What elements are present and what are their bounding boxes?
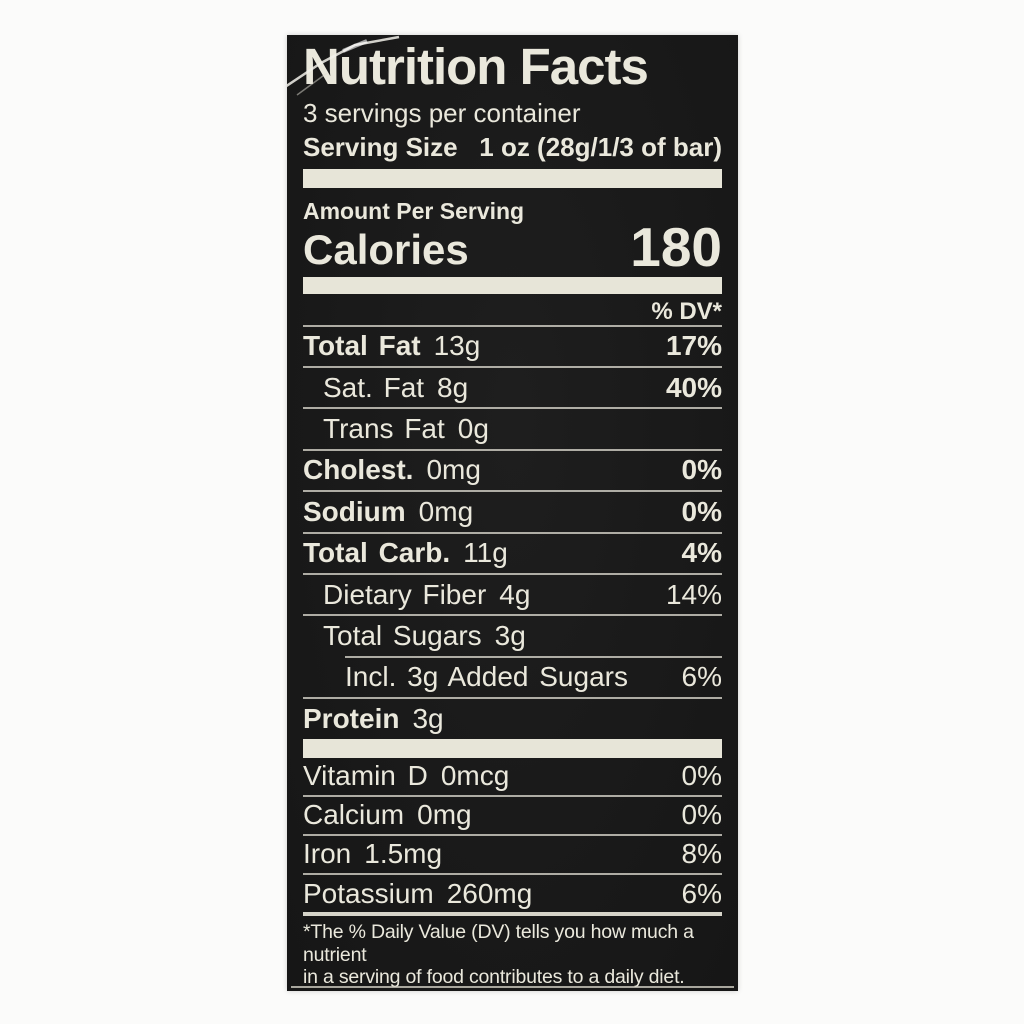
nutrient-amount: 0mg [418, 495, 474, 527]
nutrient-daily-value: 0% [681, 454, 722, 486]
divider [303, 794, 722, 797]
divider [303, 490, 722, 493]
nutrient-name: Incl. 3g Added Sugars [345, 661, 628, 693]
nutrient-daily-value: 17% [665, 330, 722, 362]
nutrient-daily-value: 40% [665, 371, 722, 403]
row-total-sugars: Total Sugars 3g [303, 616, 722, 655]
daily-value-footnote: *The % Daily Value (DV) tells you how mu… [303, 921, 722, 991]
nutrient-name: Dietary Fiber [323, 578, 487, 610]
serving-size-value: 1 oz (28g/1/3 of bar) [479, 131, 722, 162]
divider [303, 531, 722, 534]
footnote-line: in a serving of food contributes to a da… [303, 966, 685, 991]
row-trans-fat: Trans Fat 0g [303, 409, 722, 448]
vitamin-daily-value: 8% [681, 838, 722, 870]
separator-bar-vitamins [303, 738, 722, 758]
nutrient-name: Trans Fat [323, 413, 445, 445]
vitamin-name: Calcium [303, 799, 405, 831]
divider [303, 614, 722, 617]
row-iron: Iron 1.5mg 8% [303, 836, 722, 873]
nutrient-amount: 3g [412, 702, 444, 734]
divider [303, 324, 722, 327]
divider [303, 697, 722, 700]
vitamin-daily-value: 6% [681, 877, 722, 909]
calories-value: 180 [630, 215, 722, 278]
nutrition-facts-label: Nutrition Facts 3 servings per container… [287, 35, 738, 991]
divider [303, 407, 722, 410]
nutrient-daily-value: 14% [665, 578, 722, 610]
nutrient-amount: 8g [437, 371, 469, 403]
nutrient-daily-value: 0% [681, 495, 722, 527]
percent-dv-header: % DV* [651, 297, 722, 325]
label-bottom-edge [291, 986, 734, 988]
nutrient-name: Sat. Fat [323, 371, 425, 403]
nutrient-amount: 3g [494, 620, 526, 652]
row-saturated-fat: Sat. Fat 8g 40% [303, 368, 722, 407]
vitamin-amount: 0mcg [440, 760, 510, 792]
separator-bar-top [303, 168, 722, 188]
divider [303, 572, 722, 575]
vitamin-name: Iron [303, 838, 352, 870]
servings-per-container: 3 servings per container [303, 98, 581, 129]
row-added-sugars: Incl. 3g Added Sugars 6% [303, 658, 722, 697]
vitamin-daily-value: 0% [681, 799, 722, 831]
row-potassium: Potassium 260mg 6% [303, 875, 722, 912]
serving-size-row: Serving Size 1 oz (28g/1/3 of bar) [303, 131, 722, 164]
row-sodium: Sodium 0mg 0% [303, 492, 722, 531]
nutrient-name: Total Fat [303, 330, 421, 362]
vitamin-name: Vitamin D [303, 760, 428, 792]
calories-label: Calories [303, 225, 469, 273]
vitamin-daily-value: 0% [681, 760, 722, 792]
row-cholesterol: Cholest. 0mg 0% [303, 451, 722, 490]
divider [303, 833, 722, 836]
row-protein: Protein 3g [303, 699, 722, 738]
nutrient-amount: 4g [499, 578, 531, 610]
nutrient-amount: 0g [457, 413, 489, 445]
nutrient-name: Total Sugars [323, 620, 482, 652]
divider [303, 873, 722, 876]
divider-footnote [303, 912, 722, 917]
vitamin-name: Potassium [303, 877, 434, 909]
nutrient-name: Protein [303, 702, 400, 734]
vitamin-amount: 0mg [417, 799, 472, 831]
nutrient-daily-value: 4% [681, 537, 722, 569]
nutrient-name: Cholest. [303, 454, 414, 486]
footnote-line: *The % Daily Value (DV) tells you how mu… [303, 921, 694, 966]
amount-per-serving-label: Amount Per Serving [303, 197, 525, 224]
vitamin-amount: 260mg [446, 877, 533, 909]
row-vitamin-d: Vitamin D 0mcg 0% [303, 758, 722, 795]
vitamin-amount: 1.5mg [364, 838, 443, 870]
nutrient-daily-value: 6% [681, 661, 722, 693]
divider [303, 448, 722, 451]
row-total-fat: Total Fat 13g 17% [303, 327, 722, 366]
label-title: Nutrition Facts [303, 38, 649, 95]
nutrient-amount: 0mg [426, 454, 481, 486]
divider-indented [345, 655, 722, 658]
nutrient-name: Total Carb. [303, 537, 451, 569]
row-dietary-fiber: Dietary Fiber 4g 14% [303, 575, 722, 614]
row-total-carbohydrate: Total Carb. 11g 4% [303, 534, 722, 573]
serving-size-label: Serving Size [303, 131, 458, 162]
nutrient-name: Sodium [303, 495, 406, 527]
nutrient-amount: 13g [433, 330, 481, 362]
divider [303, 366, 722, 368]
row-calcium: Calcium 0mg 0% [303, 797, 722, 834]
calories-row: Calories 180 [303, 215, 722, 278]
separator-bar-calories [303, 276, 722, 294]
nutrient-amount: 11g [463, 537, 508, 569]
